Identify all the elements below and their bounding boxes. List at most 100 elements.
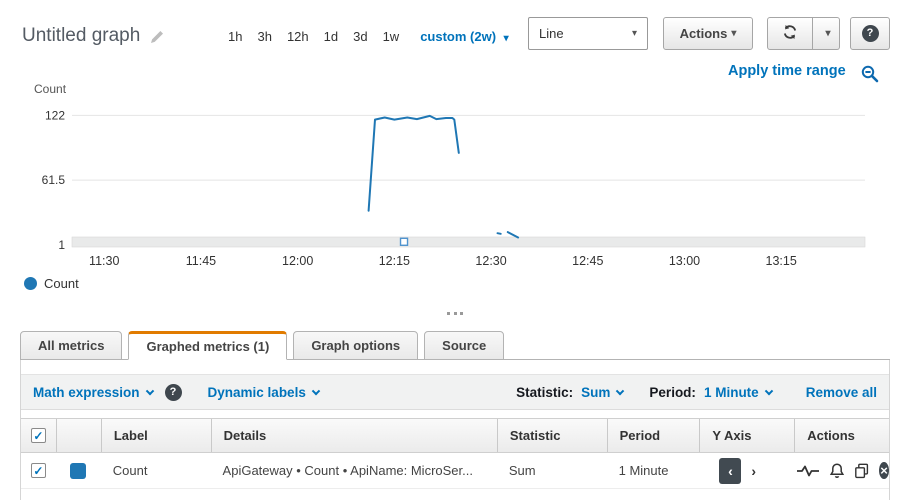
remove-all-link[interactable]: Remove all [805, 384, 877, 400]
svg-text:122: 122 [45, 108, 65, 122]
statistic-label: Statistic: [516, 384, 574, 400]
time-range-3d[interactable]: 3d [353, 29, 368, 44]
chart-legend[interactable]: Count [24, 276, 79, 291]
check-icon: ✓ [33, 463, 44, 478]
row-period[interactable]: 1 Minute [618, 463, 669, 478]
apply-time-range-link[interactable]: Apply time range [728, 63, 846, 79]
actions-button[interactable]: Actions ▾ [663, 17, 753, 50]
row-select-cell: ✓ [21, 463, 56, 478]
svg-text:12:45: 12:45 [572, 254, 603, 268]
caret-down-icon: ▾ [825, 28, 831, 39]
help-button[interactable]: ? [850, 17, 890, 50]
y-axis-label: Count [34, 82, 67, 96]
math-expression-help-icon[interactable]: ? [164, 383, 182, 401]
time-range-1w[interactable]: 1w [382, 29, 400, 44]
tab-graph-options[interactable]: Graph options [293, 331, 419, 360]
svg-text:11:45: 11:45 [186, 254, 216, 268]
time-range-12h[interactable]: 12h [286, 29, 309, 44]
chevron-down-icon [764, 386, 773, 395]
refresh-icon [782, 24, 798, 43]
chevron-down-icon [616, 386, 625, 395]
chart-type-select[interactable]: Line ▾ [528, 17, 648, 50]
tab-label: Source [442, 338, 487, 353]
metrics-table-header: ✓ Label Details Statistic Period Y Axis … [21, 418, 889, 453]
y-axis-left-button[interactable]: ‹ [719, 457, 742, 484]
y-axis-column-header: Y Axis [699, 419, 794, 452]
resize-handle[interactable] [447, 312, 463, 316]
select-all-checkbox[interactable]: ✓ [30, 428, 46, 443]
question-mark-icon: ? [861, 25, 879, 42]
caret-down-icon: ▾ [503, 33, 509, 44]
tab-label: Graph options [311, 338, 401, 353]
period-label: Period: [649, 384, 696, 400]
row-actions-cell: × [794, 462, 889, 479]
svg-text:12:30: 12:30 [475, 254, 506, 268]
custom-range-label: custom (2w) [420, 29, 497, 44]
svg-text:61.5: 61.5 [42, 173, 66, 187]
svg-text:12:00: 12:00 [282, 254, 313, 268]
label-column-header: Label [100, 419, 211, 452]
time-range-3h[interactable]: 3h [257, 29, 272, 44]
legend-label: Count [44, 276, 79, 291]
graphed-metrics-panel: Math expression ? Dynamic labels Statist… [20, 360, 890, 500]
actions-column-header: Actions [794, 419, 889, 452]
period-column-header: Period [606, 419, 700, 452]
actions-label: Actions [679, 26, 728, 41]
svg-text:11:30: 11:30 [89, 254, 119, 268]
period-dropdown[interactable]: 1 Minute [703, 384, 773, 400]
svg-text:13:15: 13:15 [766, 254, 797, 268]
svg-text:1: 1 [58, 238, 65, 252]
metric-chart-canvas[interactable]: 122 61.5 1 11:30 11:45 12:00 12:15 12:30 12:45 13… [0, 95, 910, 275]
remove-metric-icon[interactable]: × [879, 462, 889, 479]
refresh-button[interactable] [767, 17, 813, 50]
row-checkbox[interactable]: ✓ [30, 463, 46, 478]
time-range-group: 1h 3h 12h 1d 3d 1w custom (2w) ▾ [228, 29, 509, 44]
row-y-axis-cell: ‹ › [699, 457, 794, 484]
duplicate-icon[interactable] [854, 463, 870, 479]
time-range-1h[interactable]: 1h [228, 29, 243, 44]
metrics-toolbar: Math expression ? Dynamic labels Statist… [21, 374, 889, 410]
caret-down-icon: ▾ [731, 28, 737, 39]
refresh-options-button[interactable]: ▾ [813, 17, 840, 50]
svg-text:12:15: 12:15 [379, 254, 410, 268]
edit-title-icon[interactable] [149, 29, 165, 50]
math-expression-label: Math expression [33, 384, 140, 400]
chart-type-value: Line [539, 26, 564, 41]
caret-down-icon: ▾ [631, 28, 637, 39]
statistic-dropdown[interactable]: Sum [581, 384, 625, 400]
zoom-out-icon[interactable] [860, 64, 880, 89]
row-color-cell [56, 462, 101, 479]
legend-color-dot [24, 277, 37, 290]
custom-range-dropdown[interactable]: custom (2w) ▾ [420, 29, 509, 44]
row-label: Count [112, 463, 148, 478]
statistic-column-header: Statistic [496, 419, 607, 452]
chevron-down-icon [311, 386, 321, 395]
tab-graphed-metrics[interactable]: Graphed metrics (1) [128, 331, 288, 360]
math-expression-dropdown[interactable]: Math expression [33, 384, 154, 400]
y-axis-right-button[interactable]: › [751, 462, 757, 479]
table-row: ✓ Count ApiGateway • Count • ApiName: Mi… [21, 453, 889, 489]
graph-metric-icon[interactable] [796, 464, 820, 478]
dynamic-labels-label: Dynamic labels [207, 384, 306, 400]
row-details: ApiGateway • Count • ApiName: MicroSer..… [222, 463, 473, 478]
select-all-cell: ✓ [21, 419, 56, 452]
time-range-1d[interactable]: 1d [323, 29, 339, 44]
tab-all-metrics[interactable]: All metrics [20, 331, 123, 360]
color-column-header [55, 419, 101, 452]
alarm-bell-icon[interactable] [829, 462, 845, 479]
dynamic-labels-dropdown[interactable]: Dynamic labels [207, 384, 321, 400]
metrics-tabs: All metrics Graphed metrics (1) Graph op… [20, 330, 890, 360]
statistic-value: Sum [581, 384, 611, 400]
tab-label: All metrics [38, 338, 105, 353]
tab-source[interactable]: Source [424, 331, 505, 360]
row-statistic[interactable]: Sum [508, 463, 536, 478]
tab-label: Graphed metrics (1) [146, 339, 270, 354]
chevron-down-icon [145, 386, 154, 395]
series-color-swatch[interactable] [69, 462, 86, 479]
period-value: 1 Minute [703, 384, 759, 400]
svg-text:13:00: 13:00 [669, 254, 700, 268]
check-icon: ✓ [33, 428, 44, 443]
page-title: Untitled graph [22, 25, 141, 46]
details-column-header: Details [210, 419, 497, 452]
refresh-button-group: ▾ [767, 17, 840, 50]
